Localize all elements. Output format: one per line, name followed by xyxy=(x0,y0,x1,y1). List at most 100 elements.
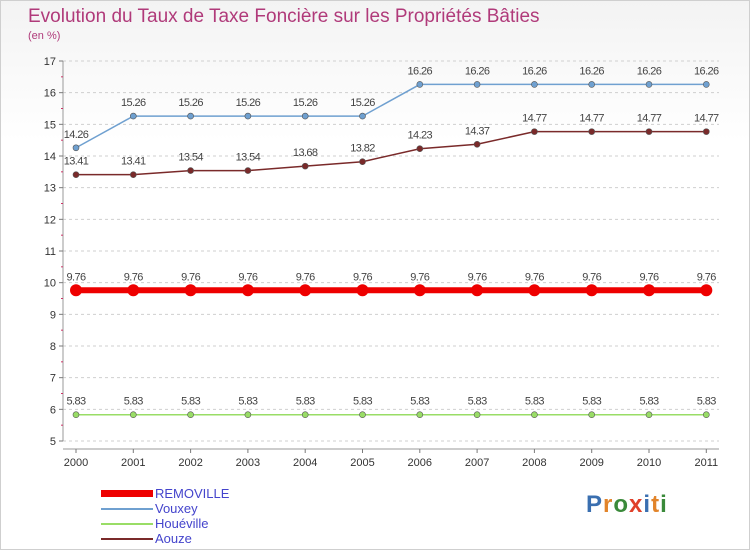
data-point-hou-ville xyxy=(130,411,137,419)
data-point-aouze xyxy=(72,171,80,178)
data-point-vouxey xyxy=(416,81,424,88)
data-point-aouze xyxy=(473,140,481,148)
x-tick-label: 2006 xyxy=(408,457,432,469)
data-point-hou-ville xyxy=(359,411,366,419)
data-label-vouxey: 15.26 xyxy=(236,97,261,109)
data-label-aouze: 14.37 xyxy=(465,125,490,137)
data-label-aouze: 13.68 xyxy=(293,147,318,159)
series-line-vouxey xyxy=(75,83,707,149)
y-tick-label: 7 xyxy=(50,373,56,385)
y-tick-label: 15 xyxy=(44,119,56,131)
data-point-hou-ville xyxy=(645,411,653,419)
data-label-removille: 9.76 xyxy=(697,271,716,283)
data-label-vouxey: 16.26 xyxy=(637,65,662,77)
data-label-hou-ville: 5.83 xyxy=(238,396,257,408)
data-point-aouze xyxy=(244,167,252,174)
data-label-vouxey: 15.26 xyxy=(178,97,203,109)
y-tick-label: 11 xyxy=(45,246,56,258)
data-label-aouze: 14.77 xyxy=(579,113,604,125)
logo-letter: i xyxy=(643,491,652,518)
data-label-removille: 9.76 xyxy=(410,271,429,283)
data-point-aouze xyxy=(130,171,137,178)
data-label-vouxey: 16.26 xyxy=(694,65,719,77)
legend-swatch-vouxey xyxy=(101,507,153,510)
data-label-vouxey: 16.26 xyxy=(522,65,547,77)
data-label-removille: 9.76 xyxy=(639,271,658,283)
data-point-aouze xyxy=(588,128,596,135)
data-label-hou-ville: 5.83 xyxy=(124,396,143,408)
data-label-hou-ville: 5.83 xyxy=(410,396,429,408)
data-label-removille: 9.76 xyxy=(582,271,601,283)
logo-letter: i xyxy=(660,491,668,518)
chart-legend: REMOVILLE Vouxey Houéville Aouze xyxy=(101,486,229,546)
legend-item-hou-ville: Houéville xyxy=(101,516,229,531)
data-point-removille xyxy=(299,284,312,297)
data-label-aouze: 13.41 xyxy=(64,156,89,168)
y-tick-label: 14 xyxy=(44,151,56,163)
data-label-aouze: 13.41 xyxy=(121,156,146,168)
data-label-vouxey: 15.26 xyxy=(121,97,146,109)
legend-label-removille: REMOVILLE xyxy=(155,486,230,501)
y-tick-label: 17 xyxy=(44,56,56,68)
legend-item-removille: REMOVILLE xyxy=(101,486,229,501)
logo-letter: o xyxy=(613,491,630,518)
data-point-vouxey xyxy=(301,112,309,120)
data-label-hou-ville: 5.83 xyxy=(697,396,716,408)
data-label-hou-ville: 5.83 xyxy=(181,396,200,408)
data-point-removille xyxy=(528,284,541,297)
x-tick-label: 2011 xyxy=(694,457,718,469)
data-label-removille: 9.76 xyxy=(353,271,372,283)
logo-letter: r xyxy=(603,491,614,518)
data-label-aouze: 13.54 xyxy=(236,152,261,164)
data-point-removille xyxy=(471,284,484,297)
data-point-hou-ville xyxy=(531,411,538,419)
data-point-vouxey xyxy=(130,112,137,120)
x-tick-label: 2002 xyxy=(178,457,202,469)
data-point-aouze xyxy=(531,128,538,135)
data-point-hou-ville xyxy=(473,411,481,419)
data-label-removille: 9.76 xyxy=(181,271,200,283)
data-point-hou-ville xyxy=(416,411,424,419)
y-tick-label: 9 xyxy=(50,309,56,321)
data-label-aouze: 14.77 xyxy=(522,113,547,125)
legend-label-vouxey: Vouxey xyxy=(155,501,198,516)
data-label-hou-ville: 5.83 xyxy=(66,396,85,408)
data-label-removille: 9.76 xyxy=(468,271,487,283)
data-label-vouxey: 15.26 xyxy=(293,97,318,109)
data-label-vouxey: 16.26 xyxy=(465,65,490,77)
data-point-hou-ville xyxy=(72,411,80,419)
data-point-vouxey xyxy=(645,81,653,88)
data-point-hou-ville xyxy=(301,411,309,419)
chart-subtitle: (en %) xyxy=(28,30,61,42)
data-point-removille xyxy=(643,284,655,297)
data-point-hou-ville xyxy=(588,411,596,419)
series-line-aouze xyxy=(76,130,707,176)
data-label-hou-ville: 5.83 xyxy=(296,396,315,408)
data-point-removille xyxy=(70,284,82,297)
legend-item-aouze: Aouze xyxy=(101,531,229,546)
data-point-removille xyxy=(241,284,254,297)
data-label-hou-ville: 5.83 xyxy=(468,396,487,408)
y-tick-label: 6 xyxy=(50,404,56,416)
data-point-aouze xyxy=(359,158,366,165)
data-point-aouze xyxy=(702,128,710,135)
data-label-removille: 9.76 xyxy=(124,271,143,283)
data-label-hou-ville: 5.83 xyxy=(639,396,658,408)
data-label-hou-ville: 5.83 xyxy=(525,396,544,408)
x-tick-label: 2005 xyxy=(350,457,374,469)
data-label-aouze: 14.23 xyxy=(408,130,433,142)
data-label-aouze: 13.54 xyxy=(178,152,203,164)
y-tick-label: 8 xyxy=(50,341,56,353)
logo-letter: P xyxy=(586,491,604,518)
x-tick-label: 2003 xyxy=(236,457,260,469)
data-point-vouxey xyxy=(244,112,252,120)
data-label-vouxey: 14.26 xyxy=(64,129,89,141)
x-tick-label: 2009 xyxy=(579,457,603,469)
legend-item-vouxey: Vouxey xyxy=(101,501,229,516)
y-tick-label: 16 xyxy=(44,88,56,100)
y-tick-label: 13 xyxy=(44,183,56,195)
data-label-hou-ville: 5.83 xyxy=(582,396,601,408)
chart-title: Evolution du Taux de Taxe Foncière sur l… xyxy=(28,6,540,27)
